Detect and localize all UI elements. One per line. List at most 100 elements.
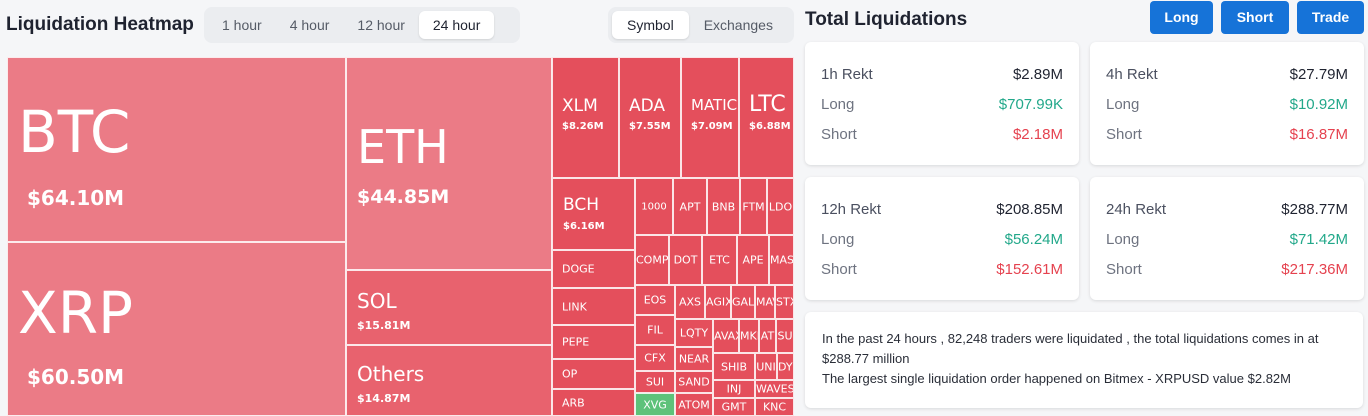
tile-symbol: SHIB [720, 360, 748, 373]
time-range-selector: 1 hour 4 hour 12 hour 24 hour [204, 7, 520, 43]
tile-xvg[interactable]: XVG [635, 393, 675, 416]
tile-gala[interactable]: GALA [731, 285, 755, 319]
tile-symbol: AT [760, 329, 775, 343]
tile-others[interactable]: Others $14.87M [346, 345, 552, 416]
tile-sand[interactable]: SAND [675, 371, 713, 393]
time-option-1h[interactable]: 1 hour [222, 17, 262, 33]
tile-eth[interactable]: ETH $44.85M [346, 57, 552, 270]
tile-link[interactable]: LINK [552, 288, 635, 325]
tile-value: $7.09M [691, 121, 733, 132]
trade-button[interactable]: Trade [1297, 1, 1364, 34]
time-option-12h[interactable]: 12 hour [357, 17, 405, 33]
tile-ftm[interactable]: FTM [740, 178, 767, 235]
long-label: Long [821, 96, 855, 113]
tile-mav[interactable]: MAV [755, 285, 775, 319]
tile-symbol: AXS [678, 295, 702, 309]
card-label: 12h Rekt [821, 201, 882, 218]
tile-xrp[interactable]: XRP $60.50M [7, 242, 346, 416]
tile-symbol: MAV [756, 295, 774, 309]
view-option-exchanges[interactable]: Exchanges [703, 17, 773, 33]
tile-matic[interactable]: MATIC $7.09M [681, 57, 739, 178]
tile-symbol: BTC [18, 98, 131, 166]
time-option-4h[interactable]: 4 hour [289, 17, 330, 33]
long-value: $10.92M [1289, 96, 1348, 113]
tile-cfx[interactable]: CFX [635, 345, 675, 371]
rekt-card-1h: 1h Rekt $2.89M Long $707.99K Short $2.18M [805, 42, 1079, 165]
short-label: Short [821, 126, 857, 143]
tile-avax[interactable]: AVAX [713, 319, 739, 353]
short-value: $217.36M [1281, 261, 1348, 278]
tile-value: $6.16M [563, 221, 605, 232]
tile-gmt[interactable]: GMT [713, 398, 755, 416]
tile-ldo[interactable]: LDO [767, 178, 794, 235]
tile-apt[interactable]: APT [673, 178, 707, 235]
short-button[interactable]: Short [1221, 1, 1289, 34]
long-button[interactable]: Long [1150, 1, 1213, 34]
tile-fil[interactable]: FIL [635, 315, 675, 345]
tile-near[interactable]: NEAR [675, 347, 713, 371]
tile-op[interactable]: OP [552, 359, 635, 389]
tile-mask[interactable]: MASK [769, 235, 794, 285]
short-value: $2.18M [1012, 126, 1063, 143]
tile-sui[interactable]: SUI [635, 371, 675, 393]
tile-symbol: PEPE [562, 335, 590, 349]
tile-symbol: BCH [563, 195, 600, 215]
card-label: 4h Rekt [1106, 66, 1158, 83]
tile-ada[interactable]: ADA $7.55M [619, 57, 681, 178]
tile-1000[interactable]: 1000 [635, 178, 673, 235]
tile-btc[interactable]: BTC $64.10M [7, 57, 346, 242]
tile-uni[interactable]: UNI [755, 353, 777, 380]
tile-waves[interactable]: WAVES [755, 380, 794, 398]
tile-ltc[interactable]: LTC $6.88M [739, 57, 794, 178]
tile-symbol: WAVES [756, 382, 794, 396]
tile-knc[interactable]: KNC [755, 398, 794, 416]
long-value: $56.24M [1004, 231, 1063, 248]
tile-ape[interactable]: APE [737, 235, 769, 285]
total-liquidations-title: Total Liquidations [805, 9, 968, 30]
short-value: $152.61M [996, 261, 1063, 278]
tile-symbol: DYDX [778, 360, 793, 373]
tile-agix[interactable]: AGIX [705, 285, 731, 319]
tile-atom[interactable]: ATOM [675, 393, 713, 416]
tile-symbol: DOT [673, 253, 698, 267]
tile-etc[interactable]: ETC [702, 235, 737, 285]
tile-symbol: SU [777, 329, 793, 343]
tile-at[interactable]: AT [759, 319, 776, 353]
tile-bch[interactable]: BCH $6.16M [552, 178, 635, 250]
tile-symbol: AGIX [706, 295, 731, 309]
short-label: Short [1106, 126, 1142, 143]
tile-symbol: 1000 [641, 201, 667, 212]
tile-symbol: MKR [740, 329, 758, 343]
tile-eos[interactable]: EOS [635, 285, 675, 315]
tile-xlm[interactable]: XLM $8.26M [552, 57, 619, 178]
tile-dydx[interactable]: DYDX [777, 353, 794, 380]
view-option-symbol[interactable]: Symbol [612, 11, 689, 39]
tile-arb[interactable]: ARB [552, 389, 635, 416]
time-option-24h[interactable]: 24 hour [418, 11, 495, 39]
tile-symbol: XVG [643, 398, 667, 411]
tile-dot[interactable]: DOT [669, 235, 702, 285]
tile-sol[interactable]: SOL $15.81M [346, 270, 552, 345]
tile-value: $8.26M [562, 121, 604, 132]
tile-bnb[interactable]: BNB [707, 178, 740, 235]
tile-symbol: ARB [562, 396, 585, 409]
tile-doge[interactable]: DOGE [552, 250, 635, 288]
card-total: $27.79M [1289, 66, 1348, 83]
heatmap-title: Liquidation Heatmap [6, 14, 194, 35]
tile-comp[interactable]: COMP [635, 235, 669, 285]
tile-lqty[interactable]: LQTY [675, 319, 713, 347]
tile-symbol: BNB [711, 200, 736, 213]
tile-symbol: ADA [629, 96, 666, 116]
tile-symbol: LINK [562, 300, 587, 313]
tile-stx[interactable]: STX [775, 285, 794, 319]
tile-su[interactable]: SU [776, 319, 794, 353]
tile-symbol: Others [357, 362, 425, 386]
tile-shib[interactable]: SHIB [713, 353, 755, 380]
tile-mkr[interactable]: MKR [739, 319, 759, 353]
tile-pepe[interactable]: PEPE [552, 325, 635, 359]
tile-symbol: INJ [726, 382, 742, 396]
tile-symbol: LQTY [679, 326, 709, 340]
tile-inj[interactable]: INJ [713, 380, 755, 398]
tile-axs[interactable]: AXS [675, 285, 705, 319]
long-value: $707.99K [998, 96, 1063, 113]
